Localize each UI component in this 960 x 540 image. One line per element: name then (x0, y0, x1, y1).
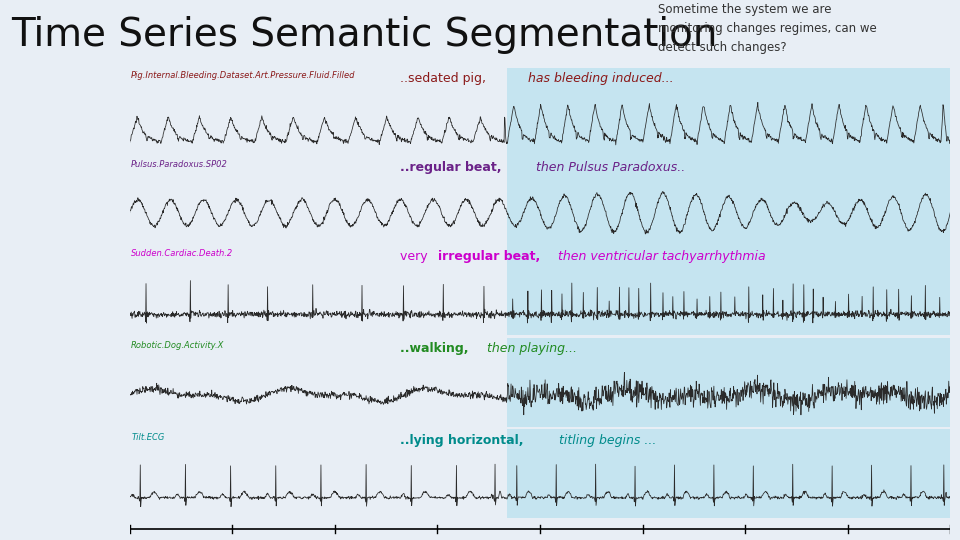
Text: Tilt.ECG: Tilt.ECG (132, 433, 164, 442)
Text: Sudden.Cardiac.Death.2: Sudden.Cardiac.Death.2 (132, 249, 233, 258)
Text: titling begins ...: titling begins ... (559, 434, 657, 447)
Text: irregular beat,: irregular beat, (438, 250, 545, 263)
Bar (507, 157, 950, 246)
Text: ..regular beat,: ..regular beat, (400, 161, 506, 174)
Bar (507, 429, 950, 518)
Text: then ventricular tachyarrhythmia: then ventricular tachyarrhythmia (558, 250, 766, 263)
Bar (507, 246, 950, 335)
Bar (507, 185, 950, 240)
Text: ..sedated pig,: ..sedated pig, (400, 72, 491, 85)
Bar (507, 96, 950, 151)
Text: Pulsus.Paradoxus.SP02: Pulsus.Paradoxus.SP02 (132, 160, 228, 169)
Text: Pig.Internal.Bleeding.Dataset.Art.Pressure.Fluid.Filled: Pig.Internal.Bleeding.Dataset.Art.Pressu… (132, 71, 356, 80)
Text: Time Series Semantic Segmentation: Time Series Semantic Segmentation (12, 16, 718, 54)
Text: then Pulsus Paradoxus..: then Pulsus Paradoxus.. (536, 161, 685, 174)
Bar (507, 366, 950, 421)
Bar (507, 458, 950, 513)
Text: Robotic.Dog.Activity.X: Robotic.Dog.Activity.X (132, 341, 225, 350)
Bar (507, 274, 950, 329)
Text: ..lying horizontal,: ..lying horizontal, (400, 434, 528, 447)
Text: Sometime the system we are
monitoring changes regimes, can we
detect such change: Sometime the system we are monitoring ch… (658, 3, 876, 54)
Text: very: very (400, 250, 432, 263)
Text: ..walking,: ..walking, (400, 342, 473, 355)
Bar (507, 68, 950, 157)
Text: then playing...: then playing... (487, 342, 577, 355)
Bar (507, 338, 950, 427)
Text: has bleeding induced...: has bleeding induced... (528, 72, 673, 85)
